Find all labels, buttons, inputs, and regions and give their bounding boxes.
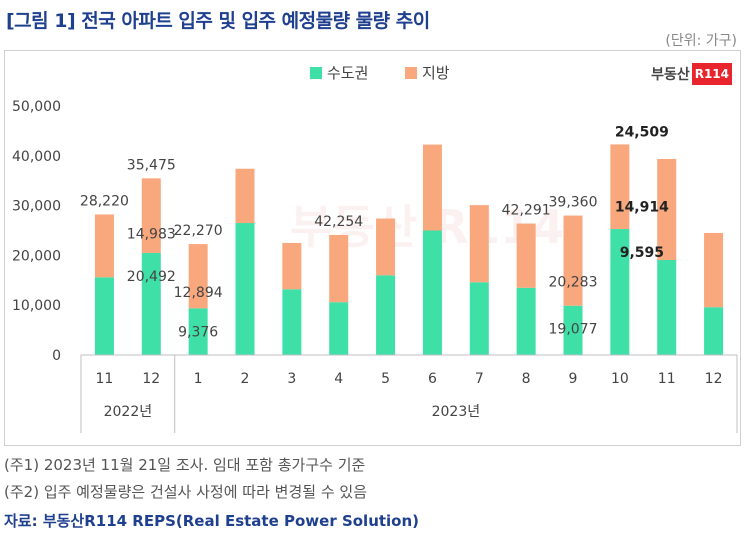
total-label: 22,270 — [174, 223, 223, 239]
bar-local — [235, 168, 255, 224]
bar-capital — [188, 308, 208, 355]
x-tick-label: 6 — [428, 371, 437, 387]
x-tick-label: 11 — [96, 371, 114, 387]
x-tick-label: 8 — [522, 371, 531, 387]
local-value-label: 14,983 — [127, 227, 176, 243]
legend-swatch-local — [405, 67, 417, 79]
footnote-2: (주2) 입주 예정물량은 건설사 사정에 따라 변경될 수 있음 — [4, 483, 367, 501]
chart-area: 부동산 R114 부동산 R114 수도권 지방 0 10,000 20,000 30,0… — [4, 50, 741, 446]
bar-capital — [516, 287, 536, 355]
legend-label-capital: 수도권 — [327, 64, 368, 82]
x-tick-label: 9 — [569, 371, 578, 387]
total-label: 28,220 — [80, 193, 129, 209]
bar-capital — [235, 223, 255, 355]
x-tick-label: 11 — [658, 371, 676, 387]
x-tick-label: 10 — [611, 371, 629, 387]
y-tick-label: 0 — [52, 348, 61, 364]
x-tick-label: 12 — [705, 371, 723, 387]
bar-capital — [282, 289, 302, 355]
total-label: 35,475 — [127, 157, 176, 173]
footnote-1: (주1) 2023년 11월 21일 조사. 임대 포함 총가구수 기준 — [4, 456, 366, 474]
logo-badge: R114 — [691, 63, 732, 85]
local-value-label: 20,283 — [549, 275, 598, 291]
capital-value-label: 20,492 — [127, 269, 176, 285]
bar-local — [422, 144, 442, 231]
bar-capital — [329, 302, 349, 355]
bar-local — [282, 242, 302, 290]
bar-local — [610, 144, 630, 230]
bar-local — [329, 234, 349, 303]
bar-local — [141, 178, 161, 253]
unit-label: (단위: 가구) — [665, 33, 737, 49]
legend-label-local: 지방 — [422, 64, 450, 82]
x-tick-label: 4 — [334, 371, 343, 387]
x-tick-label: 3 — [287, 371, 296, 387]
y-tick-label: 10,000 — [12, 298, 61, 314]
bar-capital — [469, 282, 489, 355]
bar-local — [563, 215, 583, 306]
bar-capital — [422, 230, 442, 355]
x-tick-label: 12 — [142, 371, 160, 387]
bar-capital — [657, 259, 677, 355]
x-tick-label: 1 — [194, 371, 203, 387]
legend-swatch-capital — [310, 67, 322, 79]
bar-local — [657, 158, 677, 260]
brand-logo: 부동산 R114 — [651, 63, 732, 85]
bar-capital — [610, 229, 630, 355]
y-tick-label: 40,000 — [12, 149, 61, 165]
source-label: 자료: 부동산R114 REPS(Real Estate Power Solut… — [4, 512, 420, 530]
bar-capital — [563, 305, 583, 355]
y-tick-label: 50,000 — [12, 99, 61, 115]
bar-capital — [141, 252, 161, 355]
year-group-label: 2022년 — [104, 404, 153, 420]
bar-local — [376, 218, 396, 276]
y-tick-label: 20,000 — [12, 248, 61, 264]
x-tick-label: 5 — [381, 371, 390, 387]
bar-capital — [704, 307, 724, 355]
x-tick-label: 2 — [241, 371, 250, 387]
capital-value-label: 9,595 — [620, 245, 664, 261]
bar-local — [704, 232, 724, 308]
bar-local — [94, 214, 114, 278]
bar-capital — [376, 275, 396, 355]
local-value-label: 14,914 — [615, 200, 669, 216]
total-label: 24,509 — [615, 124, 669, 140]
local-value-label: 12,894 — [174, 285, 223, 301]
bar-local — [469, 205, 489, 283]
logo-text: 부동산 — [651, 67, 690, 83]
bar-capital — [94, 277, 114, 355]
bar-local — [188, 244, 208, 309]
year-group-label: 2023년 — [432, 404, 481, 420]
capital-value-label: 19,077 — [549, 322, 598, 338]
capital-value-label: 9,376 — [178, 324, 218, 340]
total-label: 42,254 — [314, 214, 363, 230]
y-tick-label: 30,000 — [12, 199, 61, 215]
chart-title: [그림 1] 전국 아파트 입주 및 입주 예정물량 물량 추이 — [6, 10, 430, 32]
total-label: 42,291 — [502, 203, 551, 219]
bar-local — [516, 223, 536, 288]
x-tick-label: 7 — [475, 371, 484, 387]
total-label: 39,360 — [549, 195, 598, 211]
